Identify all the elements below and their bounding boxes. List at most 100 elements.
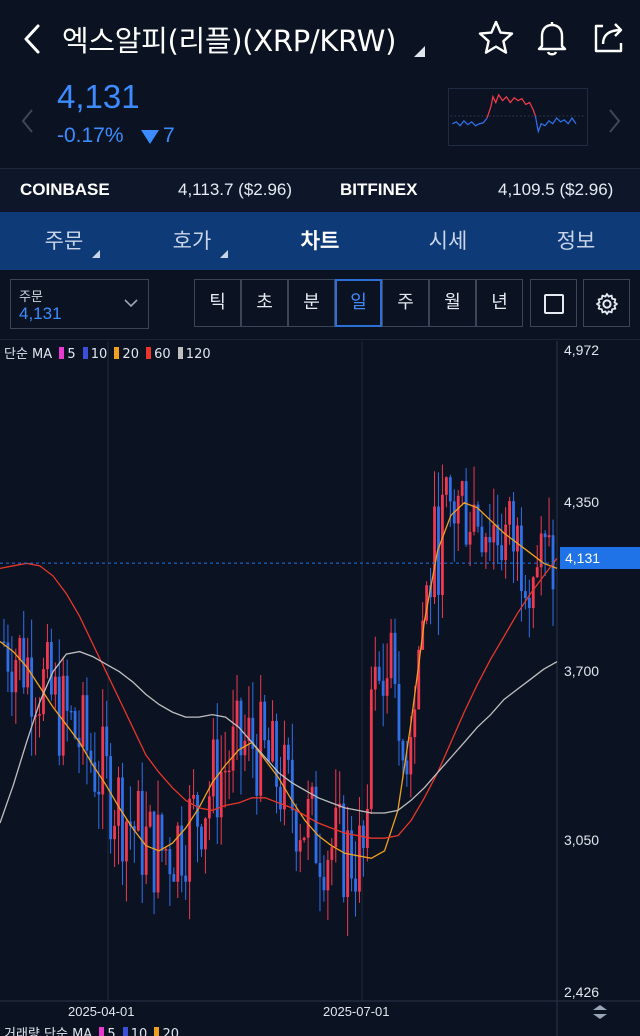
legend-swatch — [114, 347, 120, 359]
candle-body — [468, 531, 472, 545]
page-title[interactable]: 엑스알피(리플)(XRP/KRW) — [62, 24, 397, 58]
chart-toolbar: 주문 4,131 틱 초 분 일 주 월 년 — [0, 270, 640, 340]
candle-body — [172, 874, 176, 882]
timeframe-year[interactable]: 년 — [476, 279, 523, 327]
change-percent: -0.17% — [57, 124, 124, 147]
candle-body — [2, 641, 6, 643]
tab-chart[interactable]: 차트 — [296, 212, 344, 270]
resize-handle-icon[interactable] — [591, 1004, 609, 1020]
candle-body — [204, 818, 207, 850]
prev-coin-icon[interactable] — [18, 106, 38, 140]
ma-legend-title: 단순 MA — [4, 347, 53, 362]
legend-label: 20 — [162, 1027, 179, 1036]
y-tick-label: 3,700 — [564, 663, 600, 679]
legend-swatch — [99, 1027, 105, 1036]
candle-body — [401, 740, 405, 761]
candle-body — [38, 714, 41, 716]
candle-body — [219, 771, 223, 818]
candle-body — [326, 859, 330, 891]
mini-sparkline — [448, 88, 588, 146]
timeframe-week[interactable]: 주 — [382, 279, 429, 327]
tab-order[interactable]: 주문 — [42, 212, 100, 270]
chevron-left-icon[interactable] — [18, 20, 46, 58]
caret-icon — [92, 250, 100, 258]
timeframe-minute[interactable]: 분 — [288, 279, 335, 327]
candle-body — [46, 641, 49, 670]
volume-legend: 거래량 단순 MA 5 10 20 — [4, 1023, 179, 1036]
candle-body — [393, 632, 397, 684]
timeframe-second[interactable]: 초 — [241, 279, 288, 327]
tab-info[interactable]: 정보 — [554, 212, 598, 270]
change-amount: 7 — [163, 124, 175, 147]
candle-body — [531, 577, 535, 609]
candle-body — [286, 744, 290, 760]
candle-body — [547, 535, 551, 538]
tab-quotes[interactable]: 시세 — [426, 212, 470, 270]
candle-body — [512, 501, 515, 552]
candle-body — [516, 525, 519, 552]
price-summary: 4,131 -0.17% 7 — [0, 78, 640, 168]
next-coin-icon[interactable] — [604, 106, 624, 140]
candle-body — [413, 709, 417, 738]
candle-body — [500, 545, 504, 561]
bell-icon[interactable] — [532, 18, 572, 58]
candle-body — [180, 825, 184, 876]
candle-body — [448, 477, 452, 502]
candle-body — [444, 477, 448, 495]
chart-canvas[interactable] — [0, 341, 640, 1036]
price-chart[interactable]: 단순 MA 5 10 20 60 120 4,972 4,350 3,700 3… — [0, 341, 640, 1036]
candle-body — [476, 504, 480, 527]
candle-body — [310, 786, 314, 799]
exchange-name: BITFINEX — [340, 180, 418, 199]
candle-body — [342, 803, 346, 898]
title-dropdown-caret-icon[interactable] — [414, 46, 425, 57]
candle-body — [73, 710, 77, 738]
candle-body — [223, 770, 227, 773]
legend-swatch — [146, 347, 152, 359]
candle-body — [551, 535, 555, 590]
candle-body — [148, 811, 152, 827]
candle-body — [294, 810, 298, 852]
app-header: 엑스알피(리플)(XRP/KRW) — [0, 0, 640, 78]
chart-settings-button[interactable] — [583, 279, 630, 327]
candle-body — [267, 740, 271, 762]
current-price-marker: 4,131 — [560, 547, 640, 569]
timeframe-day[interactable]: 일 — [335, 279, 382, 327]
tab-orderbook[interactable]: 호가 — [170, 212, 228, 270]
candle-body — [535, 567, 539, 578]
candle-body — [504, 524, 508, 561]
gear-icon — [596, 293, 618, 315]
candle-body — [152, 811, 156, 893]
tab-label: 시세 — [428, 229, 468, 253]
legend-swatch — [59, 347, 65, 359]
candle-body — [433, 506, 436, 598]
timeframe-month[interactable]: 월 — [429, 279, 476, 327]
candle-body — [89, 750, 93, 763]
fullscreen-button[interactable] — [530, 279, 577, 327]
star-icon[interactable] — [476, 18, 516, 58]
y-tick-label: 3,050 — [564, 832, 600, 848]
candle-body — [472, 504, 476, 532]
candle-body — [539, 533, 543, 568]
candle-body — [164, 849, 168, 851]
candle-body — [69, 710, 73, 713]
candle-body — [488, 536, 492, 543]
candle-body — [10, 671, 14, 693]
candle-body — [417, 649, 421, 710]
timeframe-tick[interactable]: 틱 — [194, 279, 241, 327]
candle-body — [61, 675, 65, 756]
legend-label: 5 — [107, 1027, 116, 1036]
share-icon[interactable] — [589, 18, 629, 58]
candle-body — [409, 737, 413, 775]
candle-body — [385, 678, 389, 696]
candle-body — [132, 826, 136, 831]
candle-body — [441, 494, 444, 595]
candle-body — [520, 525, 523, 592]
candle-body — [125, 821, 128, 862]
candle-body — [275, 720, 278, 787]
order-select[interactable]: 주문 4,131 — [10, 279, 149, 329]
candle-body — [109, 756, 113, 840]
candle-body — [354, 878, 357, 892]
legend-swatch — [122, 1027, 128, 1036]
candle-body — [121, 777, 124, 862]
